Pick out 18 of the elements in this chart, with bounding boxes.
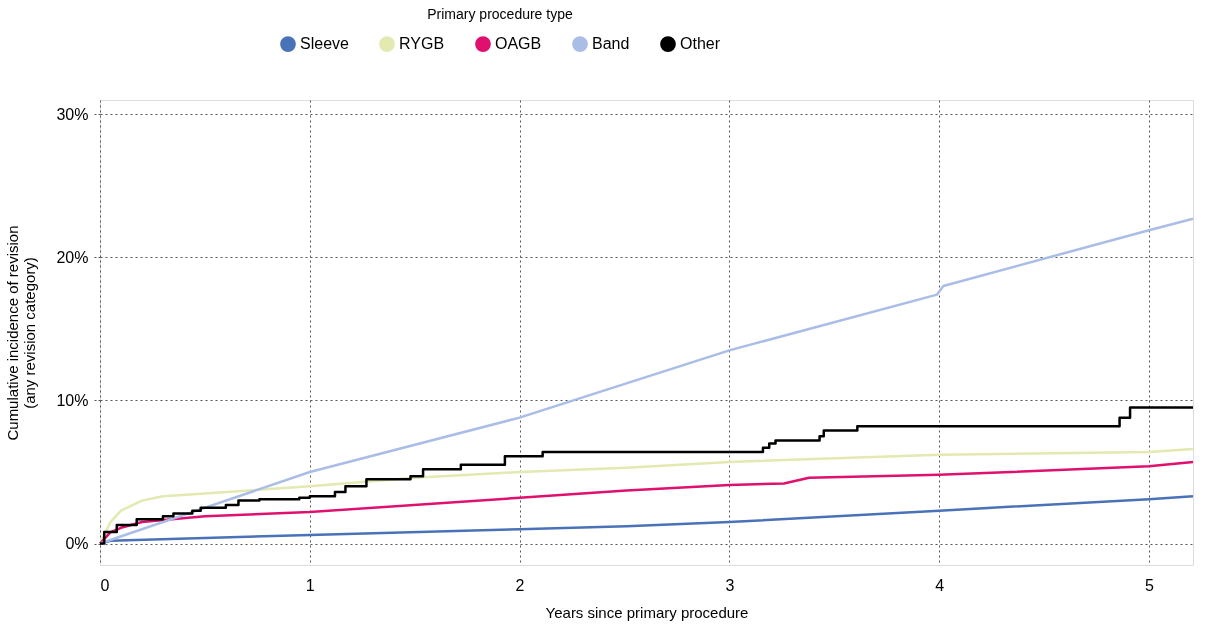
legend-title: Primary procedure type <box>427 6 573 22</box>
legend-label: Other <box>680 35 721 53</box>
x-tick-label: 4 <box>935 576 945 594</box>
x-tick-label: 5 <box>1144 576 1154 594</box>
y-tick-label: 0% <box>65 535 89 553</box>
y-tick-label: 10% <box>56 391 89 409</box>
legend-label: Sleeve <box>300 35 350 53</box>
x-tick-label: 0 <box>100 576 110 594</box>
legend-label: RYGB <box>399 35 445 53</box>
x-axis-title: Years since primary procedure <box>545 603 749 621</box>
y-tick-label: 30% <box>56 105 89 123</box>
x-tick-label: 2 <box>515 576 525 594</box>
x-tick-label: 1 <box>305 576 315 594</box>
legend-label: OAGB <box>495 35 542 53</box>
x-tick-label: 3 <box>725 576 735 594</box>
y-axis-title: Cumulative incidence of revision (any revision category) <box>4 225 39 441</box>
legend-label: Band <box>592 35 630 53</box>
y-tick-label: 20% <box>56 248 89 266</box>
